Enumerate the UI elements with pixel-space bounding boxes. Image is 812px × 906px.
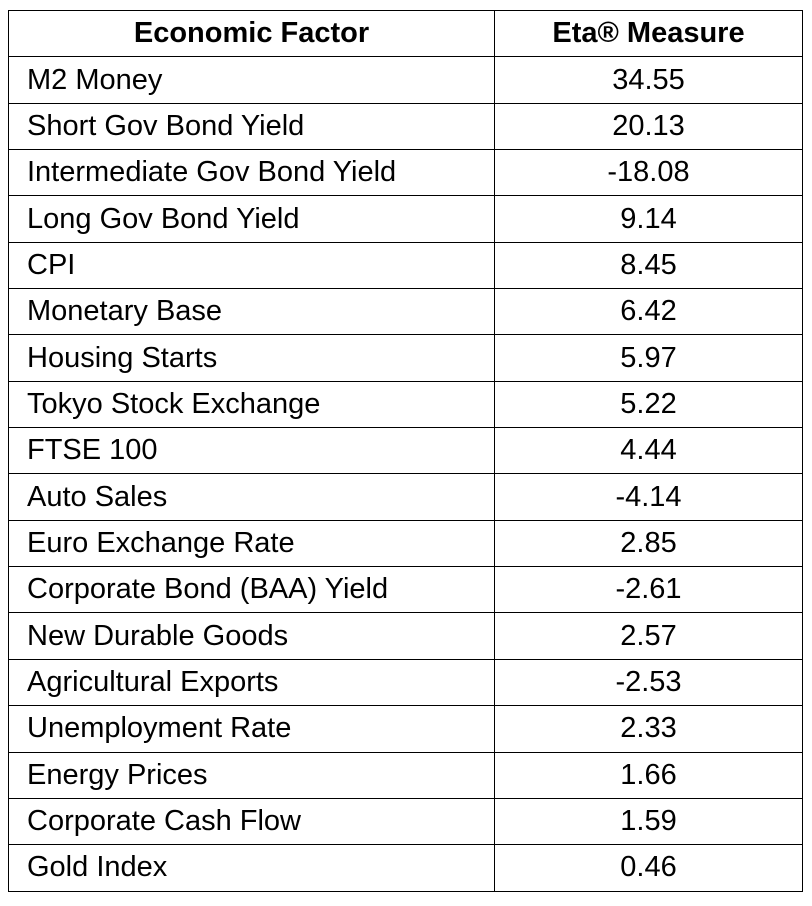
table-row: Long Gov Bond Yield 9.14 [8, 195, 803, 243]
table-row: Energy Prices 1.66 [8, 751, 803, 799]
value-cell: -2.53 [494, 658, 803, 707]
table-row: Agricultural Exports -2.53 [8, 658, 803, 707]
value-cell: 5.97 [494, 334, 803, 382]
factor-cell: Long Gov Bond Yield [8, 195, 495, 243]
table-row: Auto Sales -4.14 [8, 473, 803, 521]
factor-cell: FTSE 100 [8, 427, 495, 475]
economic-factor-table-container: Economic Factor Eta® Measure M2 Money 34… [8, 9, 803, 892]
value-cell: -2.61 [494, 566, 803, 614]
header-row: Economic Factor Eta® Measure [8, 9, 803, 58]
table-row: Short Gov Bond Yield 20.13 [8, 102, 803, 151]
column-header-eta-measure: Eta® Measure [494, 9, 803, 58]
factor-cell: CPI [8, 241, 495, 290]
value-cell: 8.45 [494, 241, 803, 290]
table-row: Monetary Base 6.42 [8, 288, 803, 336]
value-cell: 34.55 [494, 56, 803, 104]
factor-cell: Euro Exchange Rate [8, 519, 495, 568]
factor-cell: Intermediate Gov Bond Yield [8, 149, 495, 197]
value-cell: 5.22 [494, 380, 803, 429]
table-row: Tokyo Stock Exchange 5.22 [8, 380, 803, 429]
factor-cell: Agricultural Exports [8, 658, 495, 707]
factor-cell: M2 Money [8, 56, 495, 104]
factor-cell: Energy Prices [8, 751, 495, 799]
value-cell: 2.33 [494, 705, 803, 753]
value-cell: 4.44 [494, 427, 803, 475]
table-row: Corporate Bond (BAA) Yield -2.61 [8, 566, 803, 614]
table-row: Euro Exchange Rate 2.85 [8, 519, 803, 568]
factor-cell: Corporate Bond (BAA) Yield [8, 566, 495, 614]
value-cell: 1.59 [494, 797, 803, 846]
value-cell: 0.46 [494, 844, 803, 892]
table-row: Intermediate Gov Bond Yield -18.08 [8, 149, 803, 197]
table-row: M2 Money 34.55 [8, 56, 803, 104]
value-cell: 1.66 [494, 751, 803, 799]
factor-cell: Housing Starts [8, 334, 495, 382]
table-row: Gold Index 0.46 [8, 844, 803, 892]
factor-cell: Tokyo Stock Exchange [8, 380, 495, 429]
factor-cell: Gold Index [8, 844, 495, 892]
value-cell: -18.08 [494, 149, 803, 197]
column-header-economic-factor: Economic Factor [8, 9, 495, 58]
table-row: FTSE 100 4.44 [8, 427, 803, 475]
table-row: Unemployment Rate 2.33 [8, 705, 803, 753]
table-row: Corporate Cash Flow 1.59 [8, 797, 803, 846]
factor-cell: New Durable Goods [8, 612, 495, 660]
table-row: CPI 8.45 [8, 241, 803, 290]
value-cell: 9.14 [494, 195, 803, 243]
factor-cell: Auto Sales [8, 473, 495, 521]
value-cell: 2.57 [494, 612, 803, 660]
table-row: Housing Starts 5.97 [8, 334, 803, 382]
economic-factor-table: Economic Factor Eta® Measure M2 Money 34… [8, 9, 803, 892]
factor-cell: Short Gov Bond Yield [8, 102, 495, 151]
factor-cell: Monetary Base [8, 288, 495, 336]
value-cell: -4.14 [494, 473, 803, 521]
value-cell: 6.42 [494, 288, 803, 336]
factor-cell: Corporate Cash Flow [8, 797, 495, 846]
factor-cell: Unemployment Rate [8, 705, 495, 753]
table-row: New Durable Goods 2.57 [8, 612, 803, 660]
value-cell: 20.13 [494, 102, 803, 151]
value-cell: 2.85 [494, 519, 803, 568]
